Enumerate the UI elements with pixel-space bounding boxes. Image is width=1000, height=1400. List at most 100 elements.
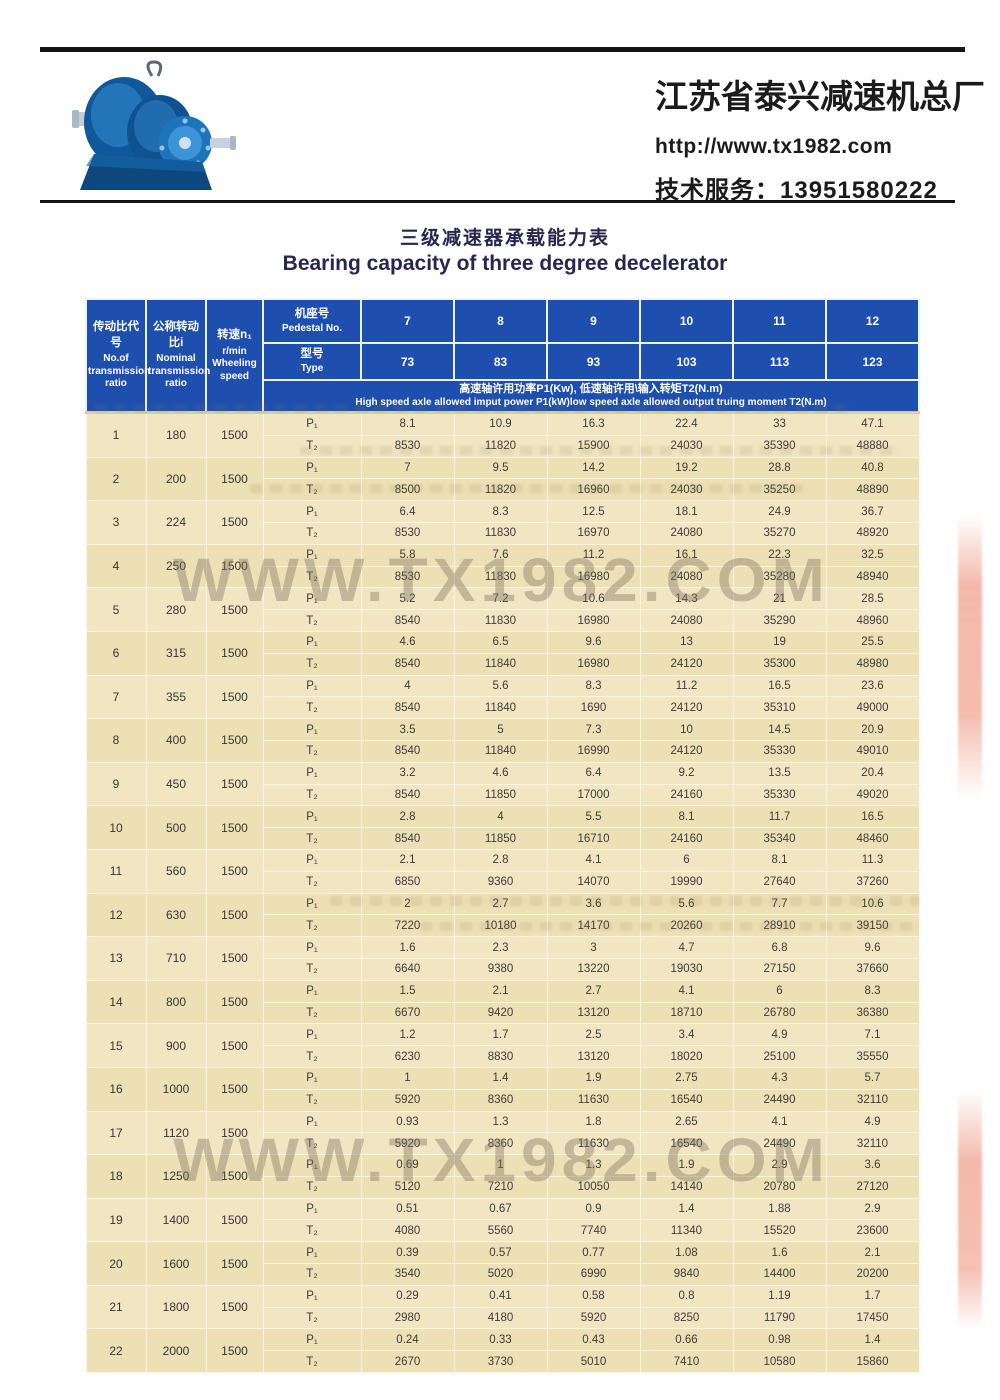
t2-value: 24080 bbox=[639, 609, 734, 632]
p1-value: 0.57 bbox=[453, 1241, 548, 1265]
t2-value: 23600 bbox=[825, 1219, 920, 1243]
table-row: 10 500 1500 P₁ 2.8 4 5.5 8.1 11.7 16.5 bbox=[85, 805, 920, 850]
t2-value: 14400 bbox=[732, 1263, 827, 1286]
table-row: 15 900 1500 P₁ 1.2 1.7 2.5 3.4 4.9 7.1 bbox=[85, 1023, 920, 1068]
p1-value: 0.39 bbox=[360, 1241, 455, 1265]
row-no: 5 bbox=[85, 587, 147, 632]
t2-label: T₂ bbox=[262, 521, 362, 545]
t2-value: 11830 bbox=[453, 609, 548, 632]
p1-value: 8.1 bbox=[732, 848, 827, 872]
t2-value: 24120 bbox=[639, 696, 734, 720]
t2-value: 32110 bbox=[825, 1088, 920, 1112]
nominal-ratio-cn: 公称转动比i bbox=[153, 321, 199, 349]
p1-value: 7.7 bbox=[732, 892, 827, 916]
p1-value: 2.8 bbox=[453, 848, 548, 872]
t2-value: 48880 bbox=[825, 434, 920, 458]
p1-value: 32.5 bbox=[825, 543, 920, 567]
t2-value: 24120 bbox=[639, 652, 734, 676]
p1-value: 9.6 bbox=[546, 630, 641, 654]
type-no: 103 bbox=[639, 342, 734, 381]
p1-value: 0.29 bbox=[360, 1284, 455, 1308]
p1-label: P₁ bbox=[262, 456, 362, 480]
t2-value: 48980 bbox=[825, 652, 920, 676]
p1-value: 14.2 bbox=[546, 456, 641, 480]
t2-value: 17450 bbox=[825, 1306, 920, 1330]
p1-value: 1 bbox=[453, 1154, 548, 1177]
t2-value: 35310 bbox=[732, 696, 827, 720]
p1-value: 4.7 bbox=[639, 936, 734, 959]
row-ratio: 710 bbox=[145, 936, 207, 981]
t2-value: 11630 bbox=[546, 1132, 641, 1156]
row-speed: 1500 bbox=[205, 1241, 264, 1286]
row-no: 3 bbox=[85, 500, 147, 545]
top-rule bbox=[40, 47, 965, 52]
row-no: 11 bbox=[85, 848, 147, 894]
t2-value: 35390 bbox=[732, 434, 827, 458]
t2-value: 8540 bbox=[360, 783, 455, 807]
row-speed: 1500 bbox=[205, 1154, 264, 1199]
p1-value: 0.67 bbox=[453, 1197, 548, 1221]
p1-value: 0.8 bbox=[639, 1284, 734, 1308]
t2-value: 16990 bbox=[546, 739, 641, 763]
t2-value: 24160 bbox=[639, 827, 734, 850]
table-row: 12 630 1500 P₁ 2 2.7 3.6 5.6 7.7 10.6 bbox=[85, 892, 920, 938]
t2-value: 16980 bbox=[546, 609, 641, 632]
t2-value: 15520 bbox=[732, 1219, 827, 1243]
p1-value: 9.5 bbox=[453, 456, 548, 480]
p1-value: 7.6 bbox=[453, 543, 548, 567]
t2-value: 8530 bbox=[360, 565, 455, 589]
t2-value: 48890 bbox=[825, 478, 920, 502]
table-row: 5 280 1500 P₁ 5.2 7.2 10.6 14.3 21 28.5 bbox=[85, 587, 920, 632]
p1-value: 23.6 bbox=[825, 674, 920, 698]
t2-value: 5010 bbox=[546, 1350, 641, 1374]
row-no: 4 bbox=[85, 543, 147, 589]
t2-value: 48460 bbox=[825, 827, 920, 850]
header-divider-rule bbox=[40, 200, 955, 203]
t2-label: T₂ bbox=[262, 696, 362, 720]
t2-value: 11840 bbox=[453, 696, 548, 720]
p1-value: 22.3 bbox=[732, 543, 827, 567]
t2-value: 7210 bbox=[453, 1175, 548, 1199]
p1-value: 1.2 bbox=[360, 1023, 455, 1047]
type-no: 93 bbox=[546, 342, 641, 381]
t2-value: 11830 bbox=[453, 565, 548, 589]
speed-cn: 转速n₁ bbox=[217, 328, 252, 341]
table-row: T₂ 6640 9380 13220 19030 27150 37660 bbox=[86, 957, 920, 981]
p1-value: 4.1 bbox=[546, 848, 641, 872]
p1-value: 1 bbox=[360, 1066, 455, 1090]
row-ratio: 200 bbox=[145, 456, 207, 502]
t2-value: 35270 bbox=[732, 521, 827, 545]
t2-value: 35330 bbox=[732, 739, 827, 763]
p1-value: 2.3 bbox=[453, 936, 548, 959]
t2-value: 35280 bbox=[732, 565, 827, 589]
t2-label: T₂ bbox=[262, 609, 362, 632]
p1-value: 4 bbox=[453, 805, 548, 829]
p1-value: 1.4 bbox=[825, 1328, 920, 1352]
t2-value: 9420 bbox=[453, 1001, 548, 1025]
company-block: 江苏省泰兴减速机总厂 http://www.tx1982.com 技术服务：13… bbox=[655, 70, 985, 205]
t2-value: 37260 bbox=[825, 870, 920, 894]
p1-value: 10.6 bbox=[546, 587, 641, 611]
t2-value: 24080 bbox=[639, 521, 734, 545]
t2-value: 8360 bbox=[453, 1088, 548, 1112]
row-speed: 1500 bbox=[205, 1284, 264, 1330]
p1-value: 22.4 bbox=[639, 411, 734, 436]
t2-label: T₂ bbox=[262, 1045, 362, 1068]
p1-value: 0.77 bbox=[546, 1241, 641, 1265]
t2-value: 11790 bbox=[732, 1306, 827, 1330]
p1-value: 1.4 bbox=[453, 1066, 548, 1090]
p1-label: P₁ bbox=[262, 1197, 362, 1221]
t2-value: 3730 bbox=[453, 1350, 548, 1374]
table-row: 21 1800 1500 P₁ 0.29 0.41 0.58 0.8 1.19 1.7 bbox=[85, 1284, 920, 1330]
row-speed: 1500 bbox=[205, 1066, 264, 1112]
speed-en: r/min Wheeling speed bbox=[212, 345, 257, 382]
p1-value: 6.4 bbox=[546, 761, 641, 785]
p1-value: 5.5 bbox=[546, 805, 641, 829]
t2-value: 48920 bbox=[825, 521, 920, 545]
pedestal-no: 12 bbox=[825, 298, 920, 344]
p1-value: 2.1 bbox=[453, 979, 548, 1003]
table-row: 6 315 1500 P₁ 4.6 6.5 9.6 13 19 25.5 bbox=[85, 630, 920, 676]
t2-value: 3540 bbox=[360, 1263, 455, 1286]
p1-value: 0.9 bbox=[546, 1197, 641, 1221]
capacity-table-wrap: 传动比代号 No.of transmission ratio 公称转动比i No… bbox=[85, 298, 920, 1374]
